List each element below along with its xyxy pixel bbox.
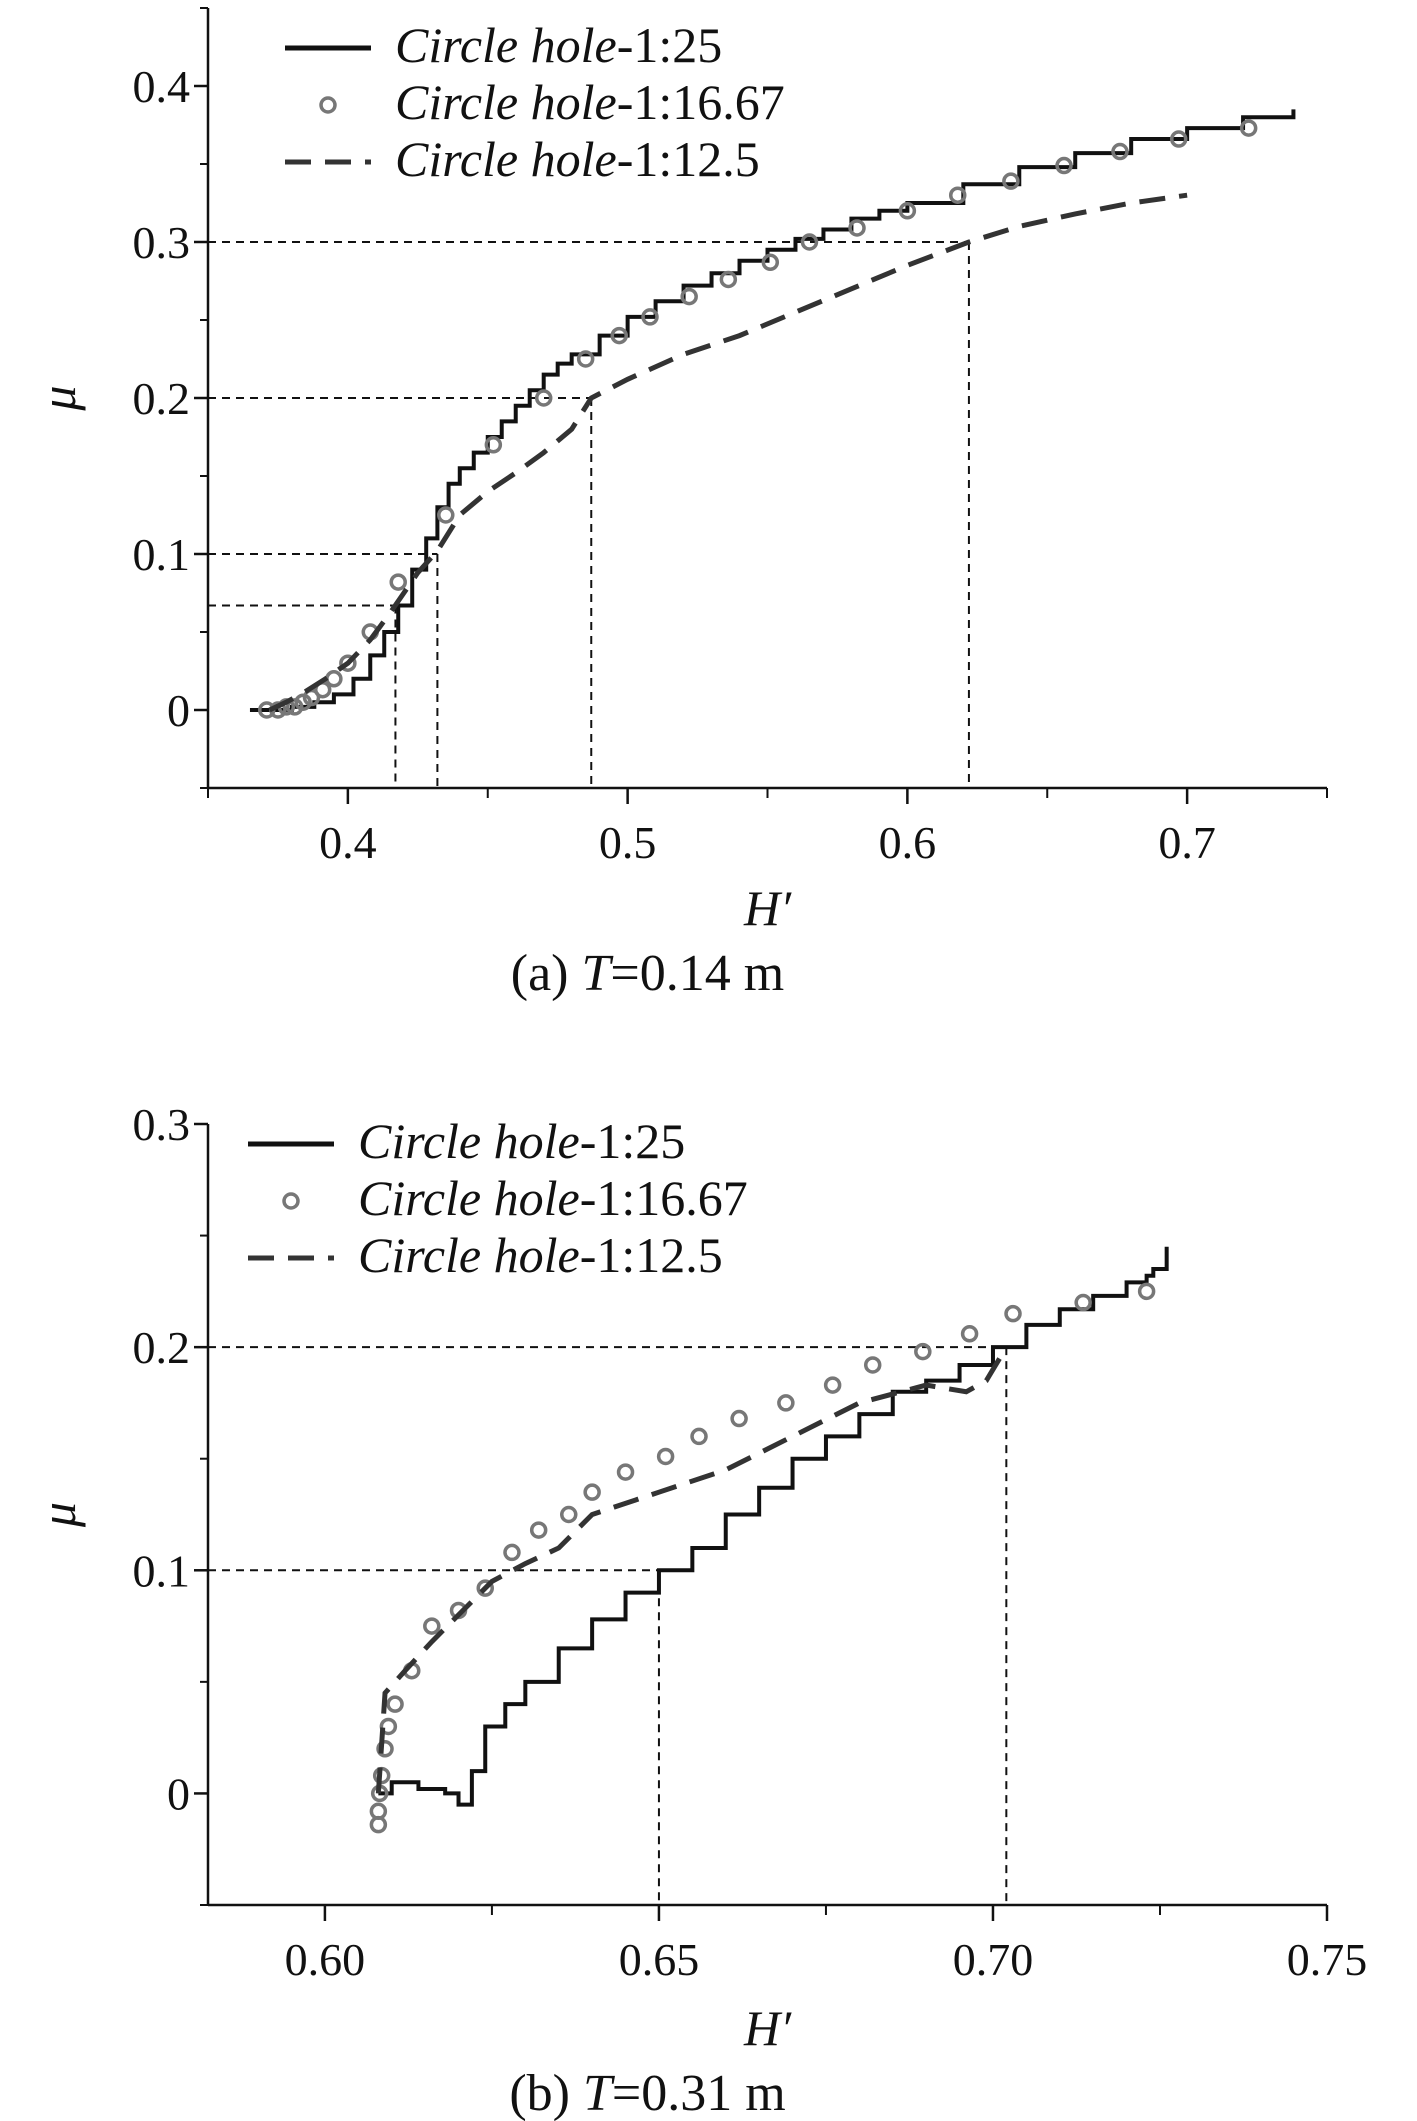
- data-point: [339, 654, 357, 672]
- data-point: [761, 253, 780, 272]
- y-tick-label: 0.3: [133, 1099, 191, 1150]
- x-tick-label: 0.5: [599, 817, 657, 868]
- legend-label: Circle hole-1:25: [395, 17, 722, 73]
- x-tick-label: 0.65: [619, 1934, 700, 1985]
- legend-label: Circle hole-1:12.5: [395, 131, 760, 187]
- data-point: [656, 1447, 675, 1466]
- data-point: [680, 287, 698, 306]
- x-tick-label: 0.7: [1158, 817, 1216, 868]
- legend-label-ratio: -1:16.67: [580, 1170, 748, 1226]
- x-tick-label: 0.4: [319, 817, 377, 868]
- data-point: [848, 219, 866, 237]
- x-tick-label: 0.60: [285, 1934, 366, 1985]
- data-point: [641, 308, 659, 326]
- legend-label: Circle hole-1:12.5: [358, 1227, 723, 1283]
- data-point: [1169, 130, 1188, 148]
- legend-label-name: Circle hole: [358, 1170, 580, 1226]
- data-point: [576, 350, 595, 368]
- data-point: [914, 1342, 932, 1361]
- data-point: [960, 1325, 979, 1343]
- data-point: [529, 1521, 548, 1539]
- data-point: [1074, 1293, 1092, 1312]
- series-line-dashed: [375, 1345, 1009, 1794]
- data-point: [534, 389, 553, 407]
- x-tick-label: 0.75: [1287, 1934, 1368, 1985]
- legend-label-name: Circle hole: [358, 1227, 580, 1283]
- data-point: [616, 1463, 635, 1481]
- data-point: [386, 1695, 404, 1713]
- y-tick-label: 0: [167, 685, 190, 736]
- data-point: [325, 670, 343, 688]
- y-axis-title: μ: [30, 385, 86, 411]
- legend-label-ratio: -1:16.67: [617, 74, 785, 130]
- y-tick-label: 0.2: [133, 373, 191, 424]
- y-axis-title: μ: [30, 1502, 86, 1528]
- data-point: [823, 1376, 842, 1394]
- legend-label-name: Circle hole: [395, 74, 617, 130]
- legend-label: Circle hole-1:25: [358, 1113, 685, 1169]
- data-point: [1111, 142, 1129, 161]
- y-tick-label: 0.1: [133, 1545, 191, 1596]
- legend-label: Circle hole-1:16.67: [395, 74, 785, 130]
- data-point: [560, 1505, 578, 1524]
- y-tick-label: 0.2: [133, 1322, 191, 1373]
- y-tick-label: 0: [167, 1768, 190, 1819]
- data-point: [376, 1740, 394, 1758]
- data-point: [503, 1543, 521, 1562]
- data-point: [948, 186, 967, 204]
- data-point: [1004, 1304, 1022, 1323]
- data-point: [379, 1717, 398, 1736]
- data-point: [898, 202, 917, 220]
- data-point: [610, 326, 628, 345]
- caption-suffix: =0.31 m: [612, 2065, 786, 2121]
- caption-var: T: [582, 945, 614, 1002]
- legend-label-ratio: -1:25: [617, 17, 723, 73]
- legend-marker-circle: [319, 96, 337, 114]
- data-point: [777, 1394, 795, 1412]
- legend-label-name: Circle hole: [358, 1113, 580, 1169]
- x-axis-title: H′: [743, 880, 792, 936]
- data-point: [1055, 156, 1073, 175]
- data-point: [423, 1617, 441, 1635]
- legend-label-name: Circle hole: [395, 131, 617, 187]
- x-tick-label: 0.70: [953, 1934, 1034, 1985]
- data-point: [369, 1802, 388, 1821]
- data-point: [437, 506, 455, 524]
- legend-label: Circle hole-1:16.67: [358, 1170, 748, 1226]
- x-tick-label: 0.6: [879, 817, 937, 868]
- legend-label-ratio: -1:25: [580, 1113, 686, 1169]
- data-point: [476, 1579, 494, 1597]
- data-point: [863, 1356, 882, 1374]
- legend-label-name: Circle hole: [395, 17, 617, 73]
- x-axis-title: H′: [743, 2000, 792, 2056]
- series-line-solid: [249, 109, 1296, 712]
- chart-panel-1: 0 0.1 0.2 0.3 0.60 0.65 0.70 0.75 H′ μ (b) T=0.31 …: [30, 1099, 1367, 2121]
- data-point: [719, 270, 738, 289]
- data-point: [730, 1409, 748, 1428]
- caption-prefix: (b): [509, 2065, 583, 2121]
- data-point: [1239, 119, 1258, 137]
- chart-panel-0: 0 0.1 0.2 0.3 0.4 0.4 0.5 0.6 0.7 H′ μ (a) T=0.14 m…: [30, 7, 1328, 1002]
- caption-var: T: [583, 2065, 615, 2121]
- y-tick-label: 0.3: [133, 217, 191, 268]
- legend-label-ratio: -1:12.5: [617, 131, 760, 187]
- legend-label-ratio: -1:12.5: [580, 1227, 723, 1283]
- caption-suffix: =0.14 m: [610, 945, 784, 1002]
- chart-caption: (a) T=0.14 m: [511, 945, 784, 1002]
- data-point: [484, 436, 503, 454]
- data-point: [583, 1483, 601, 1501]
- series-line-dashed: [268, 192, 1188, 713]
- y-tick-label: 0.4: [133, 61, 191, 112]
- data-point: [1137, 1282, 1156, 1301]
- y-tick-label: 0.1: [133, 529, 191, 580]
- data-point: [800, 233, 819, 251]
- series-line-solid: [378, 1246, 1169, 1807]
- data-point: [1002, 172, 1020, 190]
- data-point: [690, 1427, 708, 1446]
- caption-prefix: (a): [511, 945, 582, 1002]
- legend-marker-circle: [282, 1192, 300, 1210]
- data-point: [389, 573, 407, 591]
- chart-caption: (b) T=0.31 m: [509, 2065, 785, 2121]
